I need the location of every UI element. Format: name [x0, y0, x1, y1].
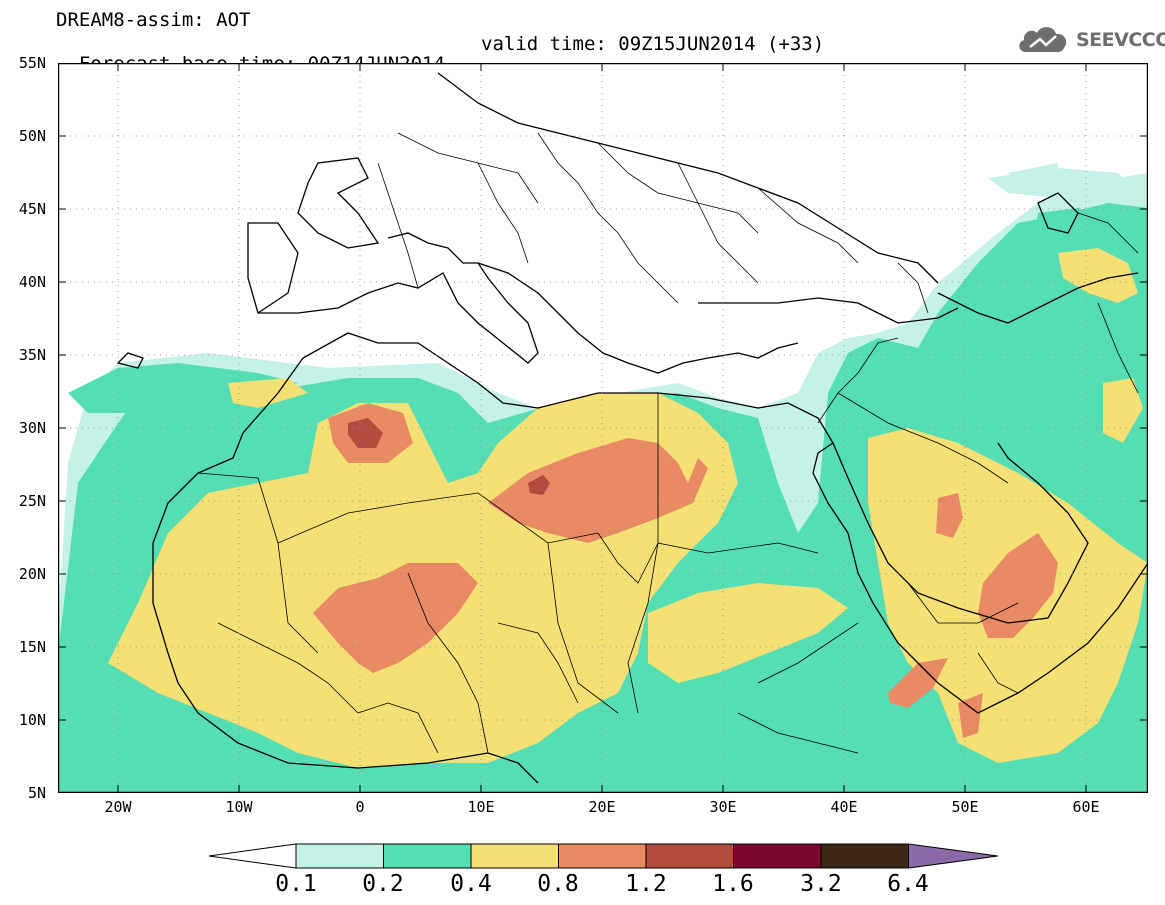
- country-borders: [197, 132, 1139, 754]
- colorbar: [208, 843, 999, 869]
- lon-label: 20E: [588, 798, 616, 816]
- lon-label: 10E: [467, 798, 495, 816]
- lat-label: 20N: [18, 565, 46, 583]
- seevccc-logo: SEEVCCC: [1016, 22, 1165, 56]
- logo-text: SEEVCCC: [1076, 29, 1165, 51]
- colorbar-swatch: [470, 843, 559, 869]
- lat-label: 25N: [18, 492, 46, 510]
- colorbar-label: 3.2: [800, 871, 842, 897]
- lon-label: 10W: [225, 798, 253, 816]
- lat-label: 35N: [18, 346, 46, 364]
- lon-label: 0: [355, 798, 365, 816]
- lat-label: 30N: [18, 419, 46, 437]
- colorbar-label: 1.6: [712, 871, 754, 897]
- colorbar-low-arrow: [208, 843, 297, 869]
- valid-time: valid time: 09Z15JUN2014 (+33): [481, 33, 825, 55]
- lat-label: 45N: [18, 200, 46, 218]
- lat-label: 15N: [18, 638, 46, 656]
- colorbar-label: 0.2: [362, 871, 404, 897]
- lat-label: 10N: [18, 711, 46, 729]
- colorbar-label: 0.4: [450, 871, 492, 897]
- lat-label: 5N: [27, 784, 46, 802]
- map-frame: [58, 63, 1148, 793]
- colorbar-swatch: [383, 843, 472, 869]
- lon-label: 20W: [104, 798, 132, 816]
- colorbar-swatch: [733, 843, 822, 869]
- colorbar-label: 0.1: [275, 871, 317, 897]
- lon-label: 40E: [830, 798, 858, 816]
- aot-level-1-2: [348, 418, 550, 495]
- lon-label: 30E: [709, 798, 737, 816]
- colorbar-label: 1.2: [625, 871, 667, 897]
- colorbar-swatch: [558, 843, 647, 869]
- aot-map: [58, 63, 1148, 793]
- lat-label: 55N: [18, 54, 46, 72]
- coastlines: [116, 72, 1148, 784]
- lat-label: 50N: [18, 127, 46, 145]
- aot-level-0-8: [313, 403, 1058, 738]
- colorbar-label: 0.8: [537, 871, 579, 897]
- colorbar-high-arrow: [908, 843, 999, 869]
- lon-label: 60E: [1072, 798, 1100, 816]
- colorbar-swatch: [820, 843, 909, 869]
- colorbar-label: 6.4: [887, 871, 929, 897]
- colorbar-swatch: [295, 843, 384, 869]
- map-title: DREAM8-assim: AOT: [56, 9, 251, 31]
- axis-ticks: [58, 63, 1148, 793]
- lon-label: 50E: [951, 798, 979, 816]
- lat-label: 40N: [18, 273, 46, 291]
- colorbar-swatch: [645, 843, 734, 869]
- cloud-icon: [1019, 27, 1067, 52]
